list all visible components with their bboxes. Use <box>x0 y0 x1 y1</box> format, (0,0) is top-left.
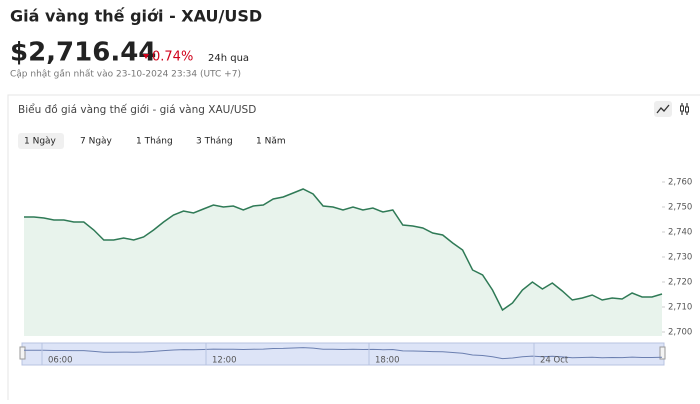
y-tick-label: 2,750 <box>668 203 692 213</box>
tab[interactable]: 1 Tháng <box>136 137 173 147</box>
panel-title: Biểu đồ giá vàng thế giới - giá vàng XAU… <box>18 103 256 116</box>
navigator-line <box>24 347 663 360</box>
y-tick-label: 2,720 <box>668 278 692 288</box>
navigator-handle[interactable] <box>659 346 666 360</box>
line <box>24 188 663 312</box>
line-chart-button[interactable] <box>654 101 672 117</box>
navigator-label: 06:00 <box>48 356 73 366</box>
tab[interactable]: 1 Năm <box>256 137 286 147</box>
tab[interactable]: 3 Tháng <box>196 137 233 147</box>
navigator-label: 12:00 <box>212 356 237 366</box>
price: $2,716.44 <box>10 38 156 68</box>
area <box>24 189 662 336</box>
updated-time: Cập nhật gần nhất vào 23-10-2024 23:34 (… <box>10 69 241 80</box>
y-tick-label: 2,740 <box>668 228 692 238</box>
change-period: 24h qua <box>208 53 249 64</box>
panel <box>7 94 700 404</box>
page-title: Giá vàng thế giới - XAU/USD <box>10 7 262 26</box>
tab[interactable]: 7 Ngày <box>80 137 113 147</box>
y-tick-label: 2,710 <box>668 303 692 313</box>
y-tick-label: 2,760 <box>668 178 692 188</box>
line-icon <box>656 104 670 114</box>
navigator-label: 24 Oct <box>540 356 569 366</box>
navigator-label: 18:00 <box>375 356 400 366</box>
down-arrow <box>143 54 149 59</box>
navigator-handle[interactable] <box>19 346 26 360</box>
y-tick-label: 2,700 <box>668 328 692 338</box>
y-tick-label: 2,730 <box>668 253 692 263</box>
candle-body <box>685 106 689 113</box>
candle-body <box>680 105 684 112</box>
tab[interactable]: 1 Ngày <box>24 137 57 147</box>
change: 0.74% <box>152 50 193 65</box>
tab-active-bg[interactable] <box>18 133 64 149</box>
